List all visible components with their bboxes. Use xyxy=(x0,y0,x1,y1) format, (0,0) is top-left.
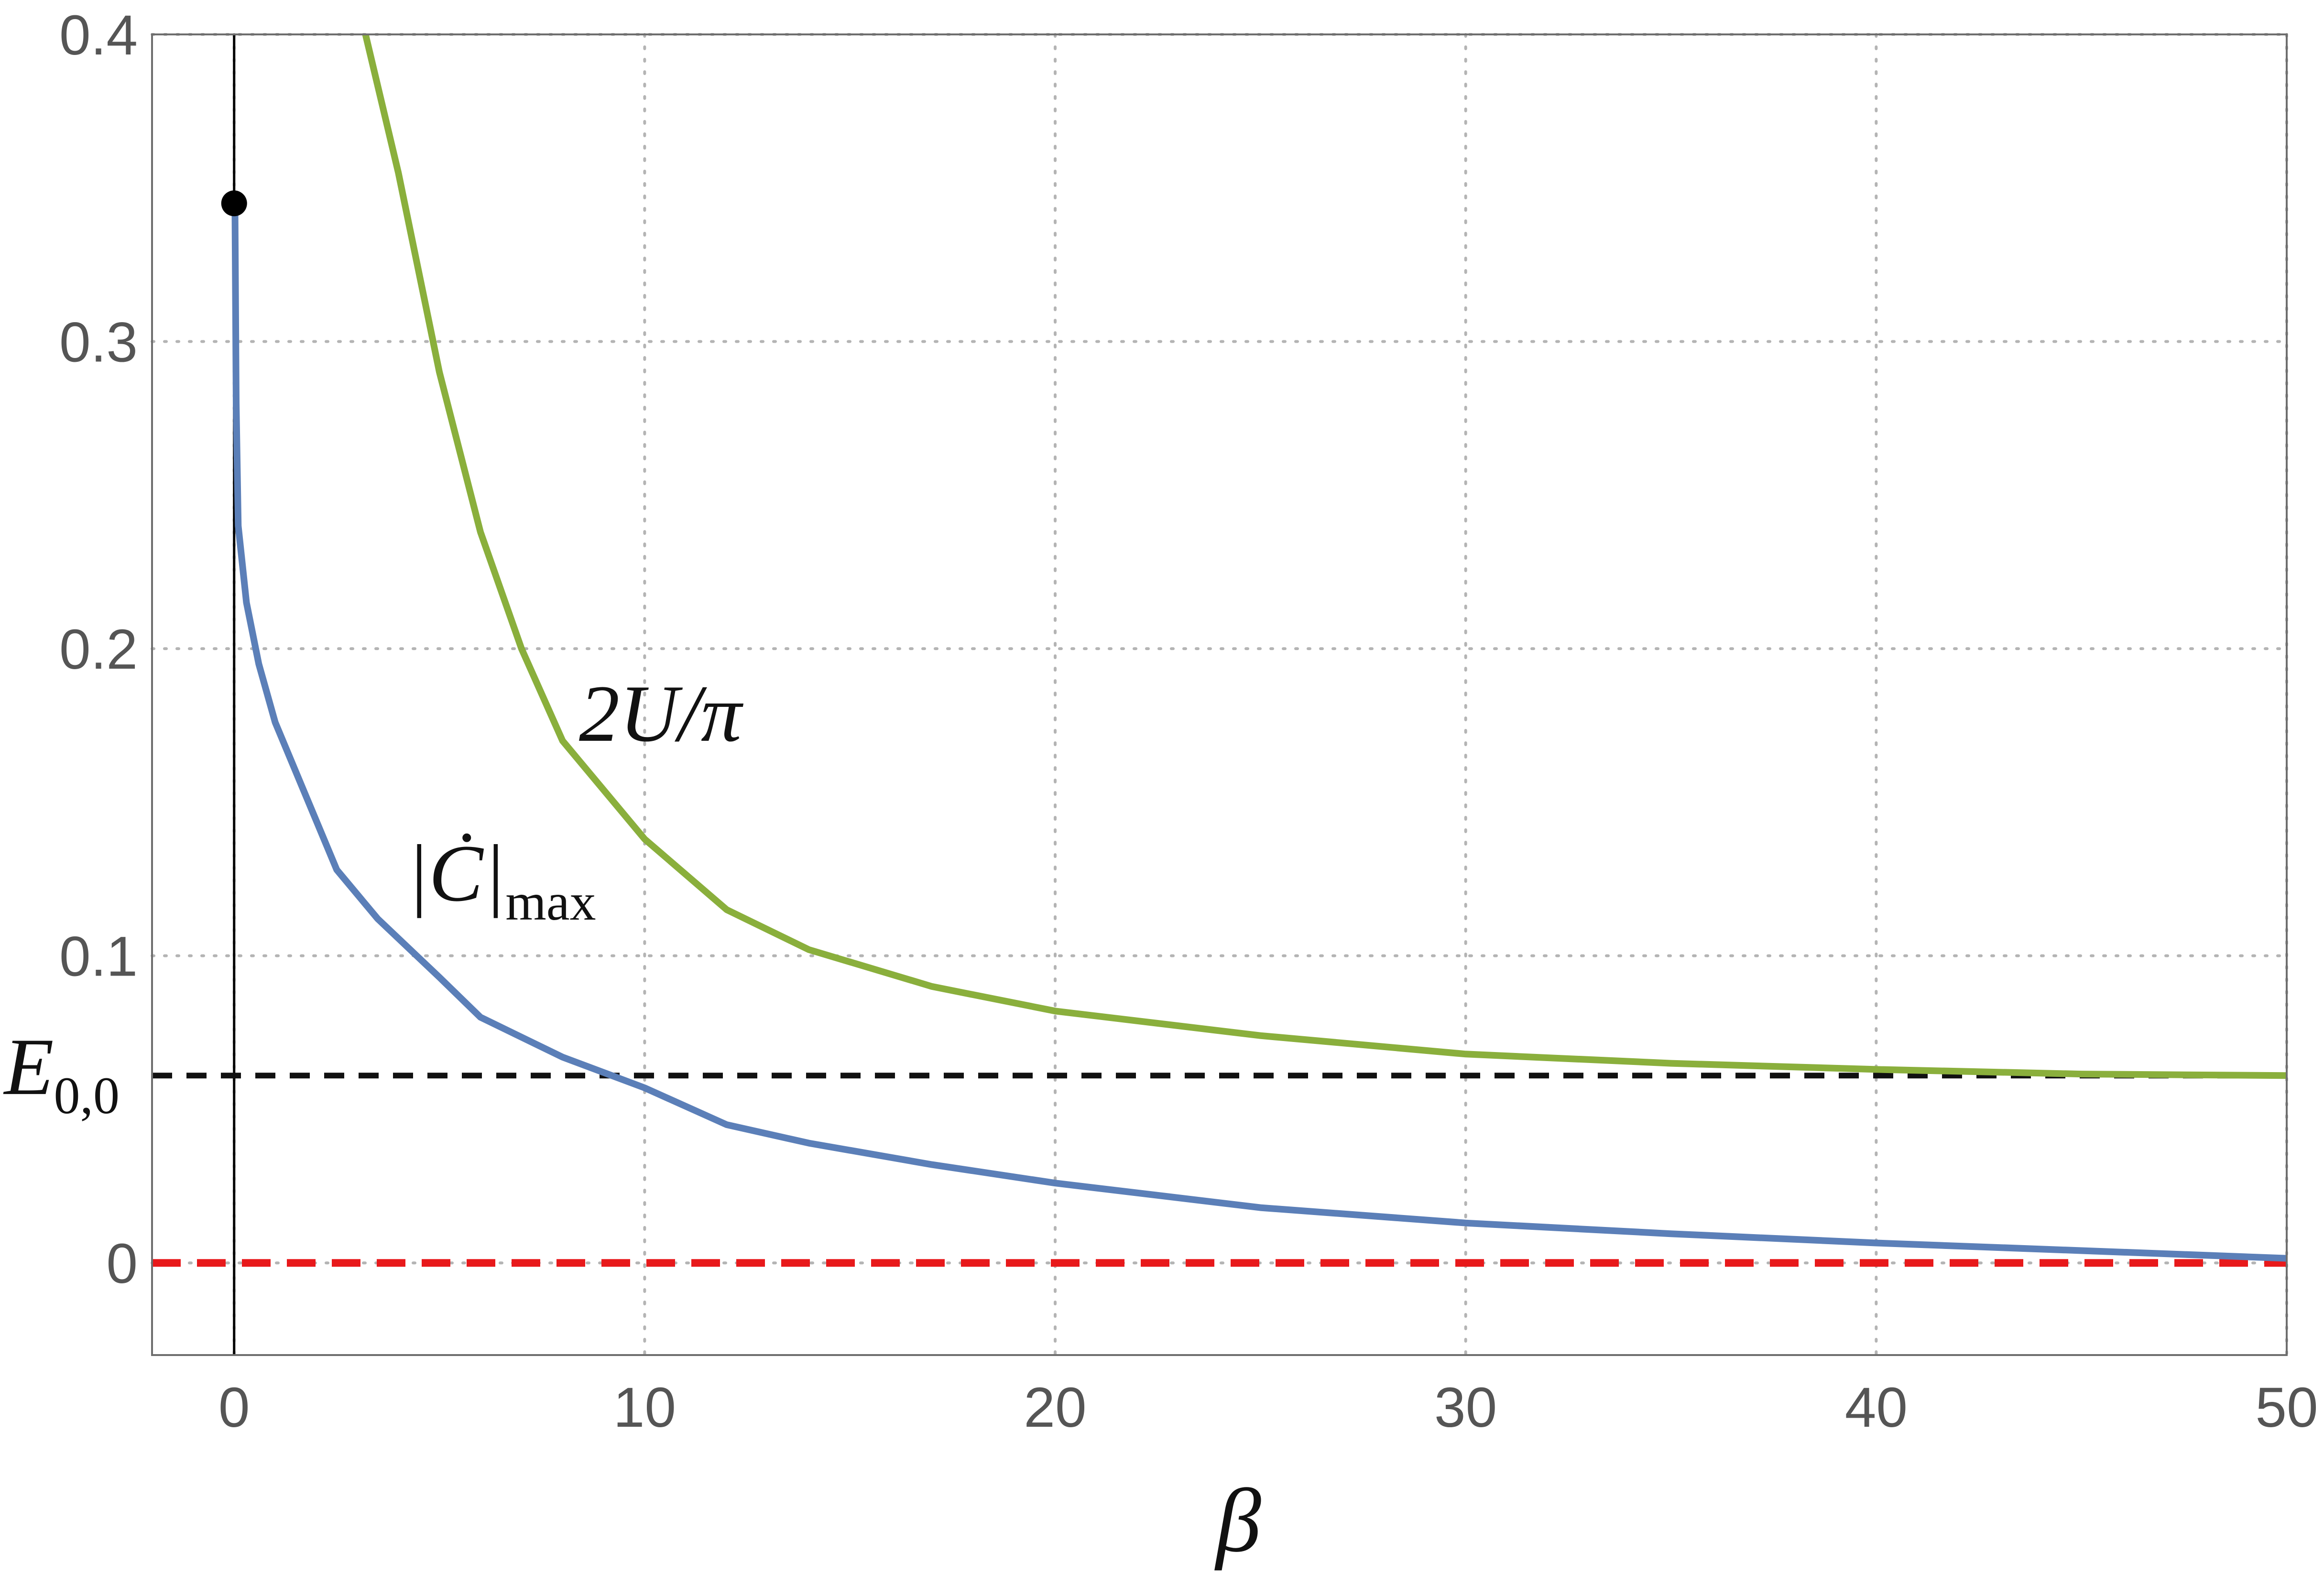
y-tick-label: 0.1 xyxy=(59,925,138,988)
x-tick-label: 50 xyxy=(2255,1376,2318,1439)
annotation-e00-sub: 0,0 xyxy=(54,1066,120,1125)
series-line-1 xyxy=(362,33,2287,1079)
y-tick-label: 0.2 xyxy=(59,618,138,681)
x-tick-label: 20 xyxy=(1024,1376,1086,1439)
annotation-e00: E0,0 xyxy=(3,1022,120,1125)
annotation-2u-main: 2U/π xyxy=(579,669,744,759)
annotation-cdot-sub: max xyxy=(505,873,596,931)
y-tick-label: 0 xyxy=(106,1232,138,1295)
series-line-0 xyxy=(231,203,2287,1262)
plot-frame xyxy=(151,33,2288,1356)
y-tick-label: 0.3 xyxy=(59,311,138,374)
annotation-2u-over-pi: 2U/π xyxy=(579,669,744,759)
x-tick-label: 0 xyxy=(218,1376,250,1439)
x-tick-label: 40 xyxy=(1845,1376,1908,1439)
x-axis-label: β xyxy=(1214,1471,1261,1571)
x-tick-label: 30 xyxy=(1434,1376,1497,1439)
annotation-cdot-main: |Ċ| xyxy=(406,828,505,918)
tick-labels: 0 10 20 30 40 50 0 0.1 0.2 0.3 0.4 xyxy=(59,4,2318,1439)
y-tick-label: 0.4 xyxy=(59,4,138,67)
annotation-e00-main: E xyxy=(3,1022,54,1112)
data-point-marker xyxy=(221,190,247,217)
series-lines xyxy=(152,33,2287,1355)
x-tick-label: 10 xyxy=(613,1376,676,1439)
annotation-cdot-max: |Ċ|max xyxy=(406,828,596,931)
